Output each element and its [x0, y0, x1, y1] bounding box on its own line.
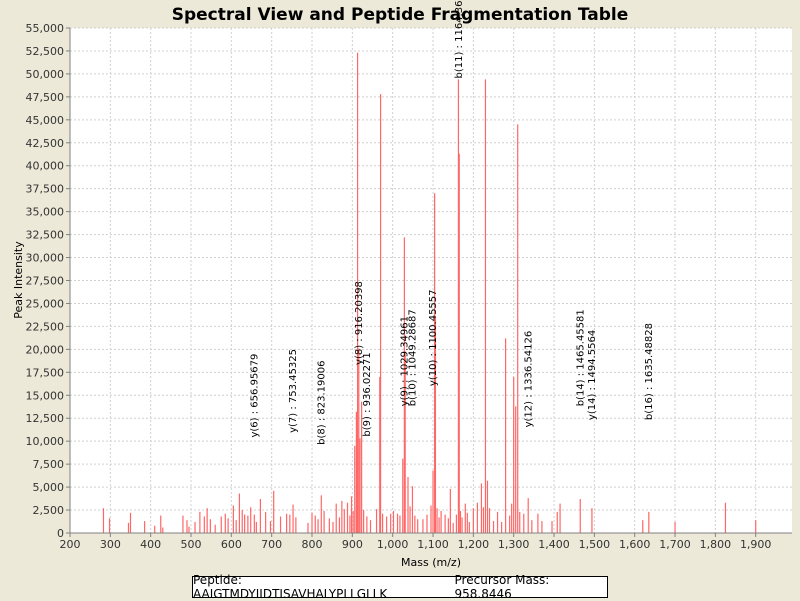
- x-tick-label: 1,100: [417, 538, 449, 551]
- fragment-label: y(8) : 916.20398: [354, 281, 365, 365]
- y-tick-label: 17,500: [26, 366, 65, 379]
- y-tick-label: 55,000: [26, 22, 65, 35]
- x-tick-label: 200: [60, 538, 81, 551]
- y-tick-label: 22,500: [26, 320, 65, 333]
- y-tick-label: 0: [57, 527, 64, 540]
- y-tick-label: 37,500: [26, 183, 65, 196]
- fragment-label: y(7) : 753.45325: [288, 349, 299, 433]
- x-tick-label: 1,900: [740, 538, 772, 551]
- x-tick-label: 800: [302, 538, 323, 551]
- x-tick-label: 1,600: [619, 538, 651, 551]
- x-tick-label: 900: [342, 538, 363, 551]
- y-tick-label: 5,000: [33, 481, 65, 494]
- fragment-label: b(9) : 936.02271: [362, 352, 373, 436]
- fragment-label: y(12) : 1336.54126: [523, 331, 534, 428]
- peptide-info-box: Peptide: AAIGTMDYIIDTISAVHALYPLLGLLK Pre…: [192, 573, 608, 601]
- x-tick-label: 1,700: [659, 538, 691, 551]
- x-tick-label: 1,500: [579, 538, 611, 551]
- fragment-label: y(10) : 1100.45557: [428, 289, 439, 386]
- x-tick-label: 400: [140, 538, 161, 551]
- fragment-label: y(6) : 656.95679: [249, 354, 260, 438]
- fragment-label: y(9) : 1029.34961: [400, 316, 411, 406]
- y-axis-label: Peak Intensity: [12, 241, 25, 319]
- gridlines: [70, 27, 792, 533]
- precursor-mass: Precursor Mass: 958.8446: [454, 573, 550, 601]
- y-tick-label: 35,000: [26, 206, 65, 219]
- y-tick-label: 12,500: [26, 412, 65, 425]
- chart-title: Spectral View and Peptide Fragmentation …: [172, 5, 629, 25]
- y-tick-label: 2,500: [33, 504, 65, 517]
- y-tick-label: 32,500: [26, 229, 65, 242]
- x-tick-label: 1,400: [538, 538, 570, 551]
- x-tick-label: 1,200: [458, 538, 490, 551]
- fragment-label: b(16) : 1635.48828: [644, 323, 655, 420]
- y-axis-ticks: 0 2,500 5,000 7,500 10,000 12,500 15,000 17,500…: [26, 22, 70, 540]
- x-axis-ticks: 200 300 400 500 600 700 800 900 1,000 1,100 1,200 1…: [60, 533, 772, 551]
- fragment-label: y(14) : 1494.5564: [587, 330, 598, 420]
- y-tick-label: 40,000: [26, 160, 65, 173]
- x-tick-label: 300: [100, 538, 121, 551]
- peptide-sequence: Peptide: AAIGTMDYIIDTISAVHALYPLLGLLK: [193, 573, 388, 601]
- y-tick-label: 45,000: [26, 114, 65, 127]
- fragment-label: b(8) : 823.19006: [316, 361, 327, 445]
- x-tick-label: 1,000: [377, 538, 409, 551]
- y-tick-label: 10,000: [26, 435, 65, 448]
- x-tick-label: 1,800: [700, 538, 732, 551]
- fragment-label: b(14) : 1465.45581: [575, 309, 586, 406]
- fragment-label: b(10) : 1049.28687: [408, 309, 419, 406]
- x-axis-label: Mass (m/z): [401, 556, 461, 569]
- y-tick-label: 20,000: [26, 343, 65, 356]
- y-tick-label: 7,500: [33, 458, 65, 471]
- fragment-annotations: y(6) : 656.95679 y(7) : 753.45325 b(8) : 8…: [249, 0, 655, 445]
- y-tick-label: 30,000: [26, 252, 65, 265]
- x-tick-label: 700: [261, 538, 282, 551]
- x-tick-label: 500: [181, 538, 202, 551]
- y-tick-label: 25,000: [26, 297, 65, 310]
- x-tick-label: 1,300: [498, 538, 530, 551]
- y-tick-label: 50,000: [26, 68, 65, 81]
- y-tick-label: 52,500: [26, 45, 65, 58]
- peak-bars: [102, 52, 757, 533]
- y-tick-label: 27,500: [26, 275, 65, 288]
- y-tick-label: 47,500: [26, 91, 65, 104]
- y-tick-label: 42,500: [26, 137, 65, 150]
- fragment-label: b(11) : 1164.36572: [454, 0, 465, 79]
- x-tick-label: 600: [221, 538, 242, 551]
- y-tick-label: 15,000: [26, 389, 65, 402]
